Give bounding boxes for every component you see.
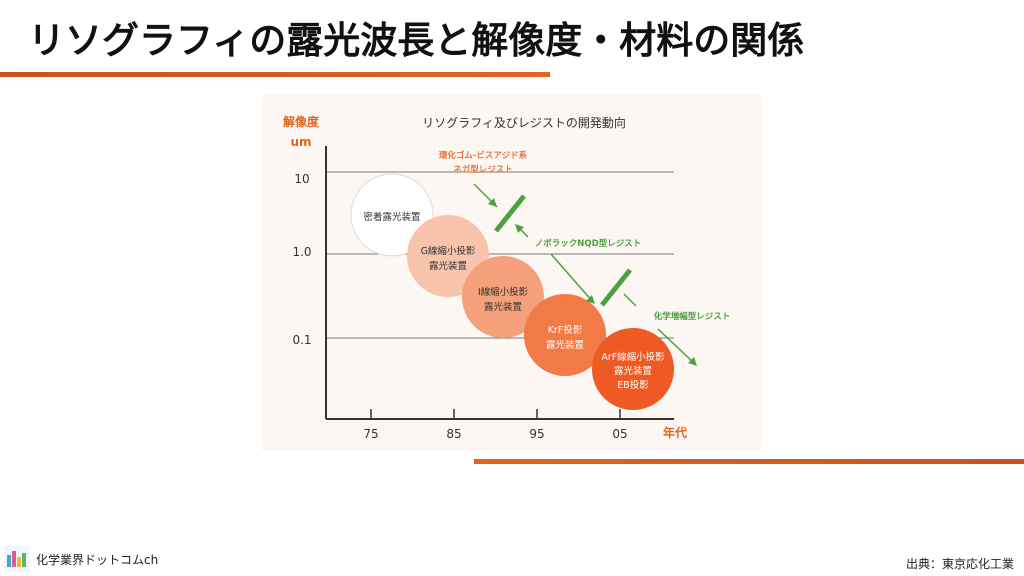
x-axis-label: 年代 — [663, 425, 687, 440]
circle-label-arf-3: EB投影 — [617, 379, 649, 391]
footer-brand: 化学業界ドットコムch — [4, 546, 158, 572]
circle-label-arf-2: 露光装置 — [614, 365, 652, 377]
x-tick-label-85: 85 — [446, 427, 461, 441]
circle-krf-stepper — [524, 294, 606, 376]
lithography-figure: リソグラフィ及びレジストの開発動向 解像度 um 年代 10 1.0 0.1 7… — [262, 94, 762, 451]
arrow-car-head — [688, 357, 697, 366]
y-tick-label-1: 1.0 — [292, 245, 311, 259]
source-credit: 出典：東京応化工業 — [905, 557, 1014, 571]
arrow-novolac-head — [586, 295, 595, 304]
circle-i-line-stepper — [462, 256, 544, 338]
brand-name: 化学業界ドットコムch — [36, 552, 159, 567]
figure-title: リソグラフィ及びレジストの開発動向 — [422, 115, 626, 130]
circle-arf-stepper — [592, 328, 674, 410]
brand-logo-icon — [4, 546, 30, 572]
arrow-car — [657, 328, 696, 365]
circle-label-krf-2: 露光装置 — [546, 339, 584, 351]
y-tick-label-0.1: 0.1 — [292, 333, 311, 347]
y-tick-label-10: 10 — [294, 172, 309, 186]
title-underline — [0, 72, 550, 77]
resist-label-novolac: ノボラックNQD型レジスト — [535, 238, 641, 249]
circle-label-i-line-2: 露光装置 — [484, 301, 522, 313]
lithography-diagram: リソグラフィ及びレジストの開発動向 解像度 um 年代 10 1.0 0.1 7… — [283, 114, 731, 441]
circle-label-arf-1: ArF線縮小投影 — [601, 351, 665, 363]
x-tick-label-05: 05 — [612, 427, 627, 441]
bottom-accent-bar — [474, 459, 1024, 464]
x-tick-label-75: 75 — [363, 427, 378, 441]
circle-label-krf-1: KrF投影 — [548, 324, 583, 336]
arrow-novolac-left-head — [515, 224, 524, 233]
circle-label-g-line-2: 露光装置 — [429, 260, 467, 272]
page-title: リソグラフィの露光波長と解像度・材料の関係 — [28, 19, 805, 62]
resist-label-rubber-2: ネガ型レジスト — [453, 164, 513, 175]
resist-label-chemically-amplified: 化学増幅型レジスト — [654, 311, 731, 322]
arrow-rubber-head — [488, 198, 497, 207]
arrow-car-short — [623, 293, 637, 307]
circle-label-g-line-1: G線縮小投影 — [421, 245, 476, 257]
resist-label-rubber-1: 環化ゴム-ビスアジド系 — [439, 150, 528, 161]
x-tick-label-95: 95 — [529, 427, 544, 441]
circle-label-i-line-1: I線縮小投影 — [478, 286, 529, 298]
arrow-novolac — [550, 253, 594, 303]
transition-bar-2 — [600, 268, 632, 307]
y-axis-unit: um — [290, 135, 311, 149]
circle-label-contact: 密着露光装置 — [363, 211, 420, 223]
y-axis-label: 解像度 — [283, 114, 320, 129]
transition-bar-1 — [494, 194, 526, 233]
